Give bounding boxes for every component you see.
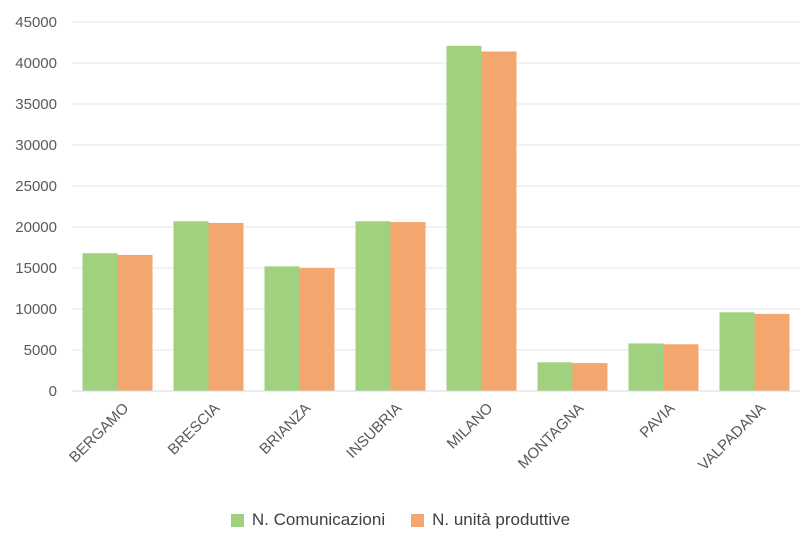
legend-swatch-series-1 [230,513,244,527]
x-tick-label-milano: MILANO [444,400,497,453]
x-tick-label-insubria: INSUBRIA [343,400,405,462]
legend-swatch-series-2 [411,513,425,527]
legend-item-series-1: N. Comunicazioni [230,510,386,530]
bar-unita-produttive-milano [481,51,517,392]
y-tick-label: 25000 [15,178,57,195]
x-tick-label-brescia: BRESCIA [165,400,224,459]
bar-comunicazioni-valpadana [719,312,755,391]
legend: N. Comunicazioni N. unità produttive [0,510,801,530]
y-tick-label: 30000 [15,137,57,154]
bar-comunicazioni-insubria [355,221,391,391]
y-tick-label: 40000 [15,55,57,72]
x-tick-label-brianza: BRIANZA [256,400,314,458]
y-tick-label: 15000 [15,260,57,277]
y-tick-label: 20000 [15,219,57,236]
bar-unita-produttive-brianza [299,268,335,391]
x-tick-label-bergamo: BERGAMO [66,400,132,466]
bar-unita-produttive-valpadana [754,313,790,391]
bar-comunicazioni-pavia [628,343,664,391]
bar-unita-produttive-brescia [208,222,244,391]
x-tick-label-valpadana: VALPADANA [695,400,769,474]
legend-label-series-2: N. unità produttive [432,510,571,529]
y-tick-label: 5000 [24,342,57,359]
bar-unita-produttive-montagna [572,363,608,391]
y-tick-label: 0 [49,383,57,400]
y-axis-ticks: 0 5000 10000 15000 20000 25000 30000 35000 40000… [15,14,57,400]
bar-comunicazioni-milano [446,45,482,391]
bar-chart: 0 5000 10000 15000 20000 25000 30000 35000 40000… [15,14,800,474]
bar-comunicazioni-montagna [537,362,573,391]
y-tick-label: 35000 [15,96,57,113]
y-tick-label: 45000 [15,14,57,31]
bars [82,45,790,392]
bar-comunicazioni-brianza [264,266,300,391]
x-tick-label-pavia: PAVIA [637,400,679,442]
bar-comunicazioni-brescia [173,221,209,391]
x-axis-labels: BERGAMO BRESCIA BRIANZA INSUBRIA MILANO MONTA… [66,400,769,474]
bar-unita-produttive-bergamo [117,254,153,391]
x-tick-label-montagna: MONTAGNA [515,400,588,473]
bar-comunicazioni-bergamo [82,253,118,391]
bar-unita-produttive-insubria [390,222,426,391]
y-tick-label: 10000 [15,301,57,318]
legend-item-series-2: N. unità produttive [411,510,570,530]
legend-label-series-1: N. Comunicazioni [251,510,386,529]
bar-unita-produttive-pavia [663,344,699,391]
